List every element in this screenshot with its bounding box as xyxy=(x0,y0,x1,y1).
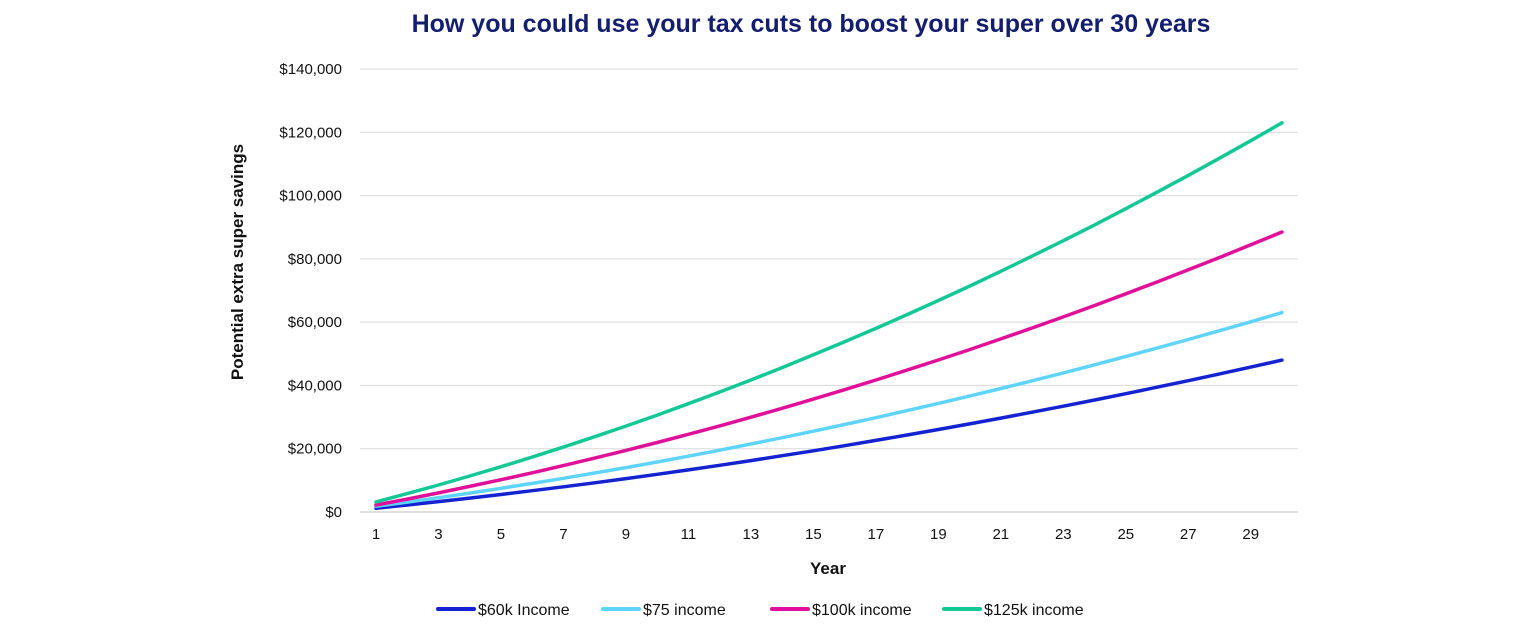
x-tick-label: 3 xyxy=(434,526,442,543)
x-tick-label: 17 xyxy=(868,526,885,543)
y-tick-label: $20,000 xyxy=(288,441,342,458)
series-line xyxy=(374,310,1284,509)
series-line xyxy=(374,121,1284,504)
x-tick-label: 7 xyxy=(559,526,567,543)
y-tick-label: $120,000 xyxy=(279,124,342,141)
x-axis-ticks: 1 3 5 7 9 11 13 15 17 19 21 23 25 27 29 xyxy=(372,526,1259,543)
x-tick-label: 23 xyxy=(1055,526,1072,543)
x-tick-label: 5 xyxy=(497,526,505,543)
legend-label: $60k Income xyxy=(478,602,570,619)
legend-label: $125k income xyxy=(984,602,1084,619)
series-lines xyxy=(374,121,1284,510)
legend-label: $75 income xyxy=(643,602,726,619)
x-tick-label: 27 xyxy=(1180,526,1197,543)
chart-title: How you could use your tax cuts to boost… xyxy=(411,10,1211,38)
y-tick-label: $60,000 xyxy=(288,314,342,331)
y-tick-label: $40,000 xyxy=(288,377,342,394)
y-tick-label: $140,000 xyxy=(279,61,342,78)
legend: $60k Income $75 income $100k income $125k i… xyxy=(436,602,1084,619)
x-tick-label: 15 xyxy=(805,526,822,543)
x-tick-label: 29 xyxy=(1242,526,1259,543)
x-tick-label: 1 xyxy=(372,526,380,543)
gridlines xyxy=(360,68,1298,513)
x-tick-label: 21 xyxy=(992,526,1009,543)
x-tick-label: 25 xyxy=(1117,526,1134,543)
series-line xyxy=(374,358,1284,510)
x-tick-label: 13 xyxy=(743,526,760,543)
y-axis-title: Potential extra super savings xyxy=(228,144,247,380)
y-axis-ticks: $0 $20,000 $40,000 $60,000 $80,000 $100,000 $1… xyxy=(279,61,342,521)
y-tick-label: $0 xyxy=(325,504,342,521)
x-tick-label: 9 xyxy=(622,526,630,543)
y-tick-label: $80,000 xyxy=(288,251,342,268)
legend-label: $100k income xyxy=(812,602,912,619)
series-line xyxy=(374,230,1284,507)
x-axis-title: Year xyxy=(810,559,846,578)
y-tick-label: $100,000 xyxy=(279,188,342,205)
x-tick-label: 19 xyxy=(930,526,947,543)
x-tick-label: 11 xyxy=(681,526,697,543)
